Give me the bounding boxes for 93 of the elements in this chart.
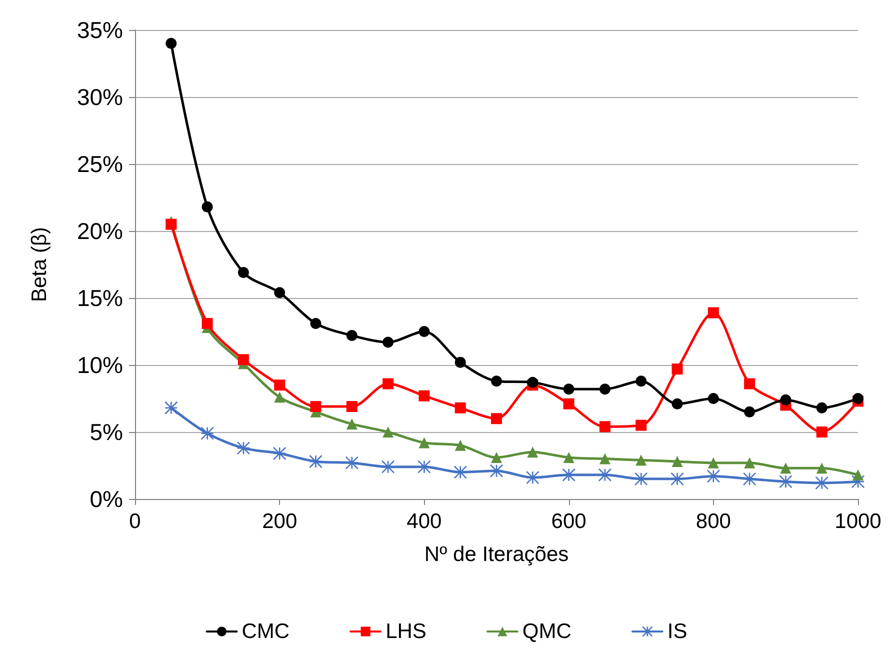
point: [238, 267, 249, 278]
point: [491, 413, 502, 424]
point: [744, 378, 756, 390]
point: [852, 469, 864, 480]
point: [202, 318, 213, 329]
point: [852, 393, 864, 404]
point: [454, 402, 466, 414]
legend-label: CMC: [242, 620, 290, 643]
legend-label: IS: [667, 620, 688, 643]
point: [202, 201, 213, 212]
point: [636, 454, 647, 466]
point: [706, 470, 720, 483]
x-tick-label: 1000: [834, 510, 882, 533]
point: [779, 474, 792, 488]
point: [382, 426, 394, 438]
y-tick-label: 10%: [76, 352, 123, 378]
point: [274, 392, 286, 403]
y-tick-label: 20%: [76, 218, 123, 244]
point: [744, 457, 756, 468]
x-tick-label: 400: [406, 510, 442, 533]
point: [164, 401, 178, 415]
x-tick-label: 800: [696, 510, 731, 533]
point: [815, 476, 828, 490]
point: [346, 418, 358, 430]
point: [780, 462, 792, 474]
point: [418, 390, 430, 402]
point: [599, 384, 610, 395]
point: [382, 378, 394, 390]
point: [236, 441, 250, 455]
y-tick-label: 0%: [90, 486, 123, 512]
point: [310, 318, 322, 329]
point: [418, 326, 430, 337]
point: [166, 38, 177, 49]
x-tick-label: 0: [129, 510, 141, 533]
point: [708, 457, 719, 468]
point: [272, 446, 286, 460]
point: [599, 453, 610, 464]
y-tick-label: 5%: [90, 419, 123, 445]
y-axis-title: Beta (β): [28, 226, 51, 302]
point: [454, 356, 466, 368]
point: [418, 460, 431, 474]
point: [636, 376, 647, 387]
point: [527, 376, 538, 388]
point: [274, 380, 286, 391]
point: [816, 426, 828, 438]
point: [634, 472, 648, 486]
y-tick-label: 15%: [76, 285, 123, 311]
point: [382, 336, 394, 348]
legend-label: LHS: [386, 620, 426, 643]
point: [816, 462, 828, 474]
point: [454, 466, 467, 479]
point: [526, 470, 540, 484]
point: [670, 472, 684, 486]
point: [563, 452, 574, 463]
point: [200, 426, 214, 440]
point: [274, 287, 286, 298]
point: [744, 406, 756, 418]
y-tick-label: 25%: [76, 151, 123, 177]
point: [490, 464, 504, 478]
point: [563, 398, 574, 410]
point: [381, 460, 395, 474]
point: [708, 307, 719, 318]
point: [527, 446, 538, 458]
point: [491, 452, 502, 463]
point: [562, 468, 576, 482]
legend-label: QMC: [522, 620, 572, 643]
point: [780, 394, 792, 406]
x-tick-label: 200: [262, 510, 298, 533]
point: [742, 472, 756, 486]
point: [816, 402, 828, 414]
point: [346, 330, 358, 342]
point: [238, 354, 249, 366]
point: [166, 218, 177, 230]
point: [345, 456, 359, 470]
x-tick-label: 600: [551, 510, 586, 533]
point: [346, 401, 358, 412]
point: [309, 454, 322, 468]
y-tick-label: 30%: [76, 84, 123, 110]
point: [672, 398, 683, 410]
y-tick-label: 35%: [76, 17, 123, 43]
point: [708, 393, 719, 404]
point: [599, 421, 610, 432]
x-axis-title: Nº de Iterações: [424, 543, 569, 566]
point: [418, 437, 430, 448]
point: [598, 468, 612, 482]
point: [851, 474, 865, 488]
point: [491, 376, 502, 387]
point: [636, 420, 647, 431]
point: [563, 384, 574, 395]
point: [672, 364, 683, 375]
point: [310, 401, 322, 412]
point: [672, 456, 683, 467]
point: [454, 440, 466, 451]
